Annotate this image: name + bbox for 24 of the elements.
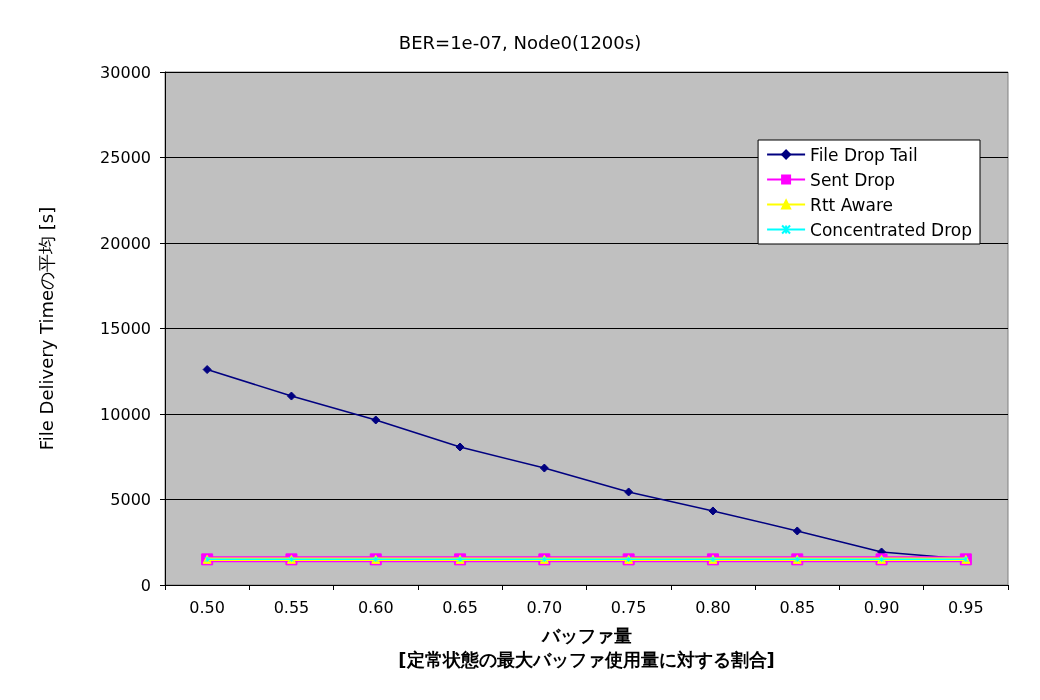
x-tick-label: 0.60 (357, 597, 394, 617)
y-tick-label: 30000 (100, 62, 151, 82)
x-tick-label: 0.75 (610, 597, 647, 617)
x-tick-label: 0.65 (442, 597, 478, 617)
x-tick-label: 0.70 (526, 597, 563, 617)
chart-title: BER=1e-07, Node0(1200s) (398, 31, 642, 53)
y-tick-label: 20000 (100, 233, 151, 253)
y-tick-label: 5000 (110, 490, 151, 509)
legend-label: Sent Drop (810, 169, 896, 190)
legend-label: Concentrated Drop (810, 219, 973, 240)
x-axis-title: バッファ量 [定常状態の最大バッファ使用量に対する割合] (398, 624, 775, 670)
x-tick-label: 0.90 (863, 597, 900, 617)
x-tick-label: 0.80 (695, 597, 731, 617)
y-tick-label: 10000 (100, 404, 151, 424)
y-axis-title: File Delivery Timeの平均 [s] (35, 206, 57, 451)
legend-label: Rtt Aware (810, 194, 893, 215)
x-tick-label: 0.55 (273, 597, 310, 617)
x-tick-label: 0.50 (189, 597, 225, 617)
y-tick-label: 0 (140, 575, 151, 595)
x-tick-label: 0.95 (948, 597, 984, 617)
legend-label: File Drop Tail (810, 144, 918, 165)
x-tick-label: 0.85 (779, 597, 816, 617)
y-tick-label: 25000 (100, 148, 151, 167)
y-tick-label: 15000 (100, 319, 151, 338)
